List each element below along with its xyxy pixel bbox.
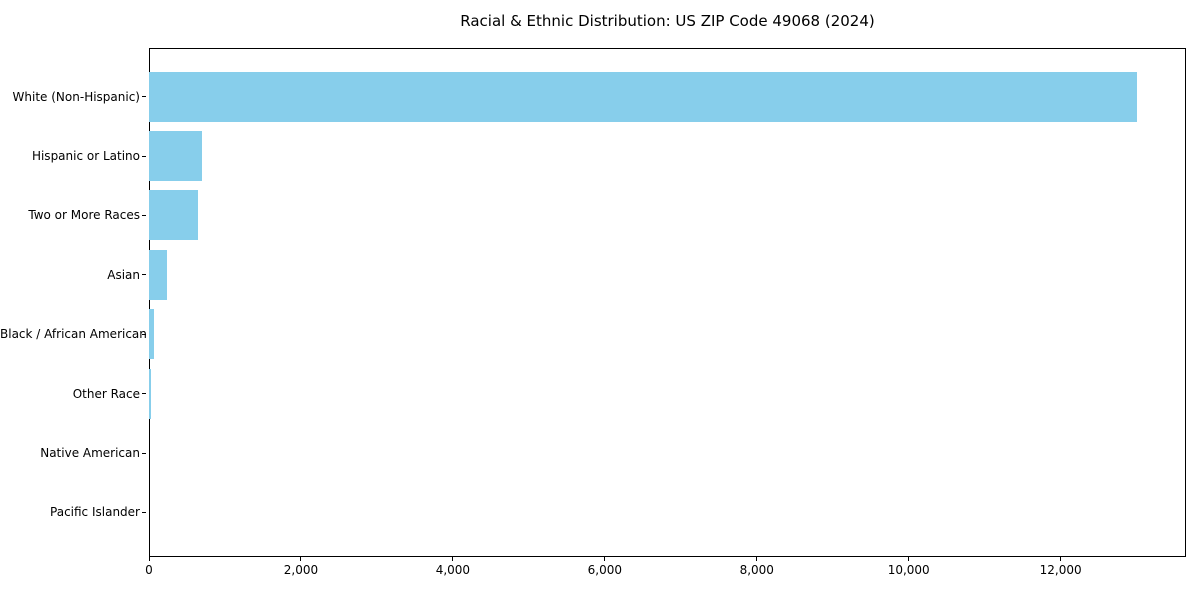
y-axis-label: Native American	[40, 446, 140, 461]
x-tick-mark	[908, 557, 910, 561]
bar	[149, 368, 152, 419]
bar	[149, 71, 1137, 122]
y-tick-mark	[142, 214, 146, 216]
y-tick-mark	[142, 333, 146, 335]
x-tick-label: 0	[145, 563, 153, 577]
chart-row: Pacific Islander	[0, 483, 1186, 542]
bar	[149, 309, 154, 360]
plot-area-border	[149, 48, 1186, 557]
y-tick-mark	[142, 452, 146, 454]
x-tick-mark	[148, 557, 150, 561]
y-tick-mark	[142, 155, 146, 157]
x-tick-mark	[756, 557, 758, 561]
bar-track	[149, 249, 1186, 300]
x-axis: 0 2,000 4,000 6,000 8,000 10,000 12,000	[145, 557, 1186, 597]
y-axis-label: Two or More Races	[28, 208, 140, 223]
bar-track	[149, 190, 1186, 241]
chart-row: Hispanic or Latino	[0, 126, 1186, 185]
x-tick-label: 8,000	[739, 563, 774, 577]
bar-track	[149, 309, 1186, 360]
x-tick-mark	[452, 557, 454, 561]
y-tick-mark	[142, 511, 146, 513]
chart-row: Asian	[0, 245, 1186, 304]
y-axis-label: Black / African American	[0, 327, 147, 342]
x-tick-label: 6,000	[587, 563, 622, 577]
chart-row: Other Race	[0, 364, 1186, 423]
chart-title: Racial & Ethnic Distribution: US ZIP Cod…	[460, 12, 875, 30]
bar-track	[149, 131, 1186, 182]
bar	[149, 131, 203, 182]
y-axis-label: Asian	[107, 267, 140, 282]
x-tick-mark	[1060, 557, 1062, 561]
y-axis-label: Hispanic or Latino	[31, 149, 140, 164]
x-tick-label: 4,000	[435, 563, 471, 577]
chart-row: White (Non-Hispanic)	[0, 67, 1186, 126]
x-tick-mark	[300, 557, 302, 561]
bar-track	[149, 487, 1186, 537]
chart-row: Black / African American	[0, 305, 1186, 364]
y-tick-mark	[142, 274, 146, 276]
y-tick-mark	[142, 393, 146, 395]
x-tick-label: 10,000	[887, 563, 930, 577]
bar-track	[149, 428, 1186, 478]
chart-row: Native American	[0, 423, 1186, 482]
bar-track	[149, 71, 1186, 122]
x-tick-label: 12,000	[1039, 563, 1082, 577]
x-tick-label: 2,000	[283, 563, 319, 577]
y-axis-label: Pacific Islander	[50, 505, 140, 520]
y-axis-label: White (Non-Hispanic)	[12, 89, 140, 104]
x-tick-mark	[604, 557, 606, 561]
y-tick-mark	[142, 96, 146, 98]
bar	[149, 190, 199, 241]
bar-track	[149, 368, 1186, 419]
chart-row: Two or More Races	[0, 186, 1186, 245]
bars-container: White (Non-Hispanic) Hispanic or Latino Tw…	[0, 48, 1186, 557]
bar	[149, 249, 167, 300]
y-axis-label: Other Race	[72, 386, 140, 401]
